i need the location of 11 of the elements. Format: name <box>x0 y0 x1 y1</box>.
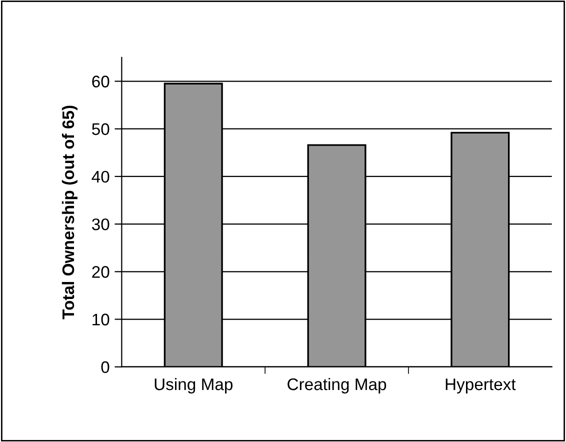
y-axis-title: Total Ownership (out of 65) <box>62 106 78 320</box>
y-tick-label: 50 <box>92 123 110 136</box>
y-tick-label: 40 <box>92 170 110 183</box>
y-tick-label: 20 <box>92 266 110 278</box>
y-tick-label: 10 <box>92 314 110 326</box>
x-tick-label: Using Map <box>154 378 233 394</box>
y-tick-label: 30 <box>92 218 110 230</box>
y-tick-label: 0 <box>101 361 110 374</box>
x-tick-label: Hypertext <box>446 378 516 394</box>
y-tick-label: 60 <box>92 76 110 88</box>
x-tick-label: Creating Map <box>288 378 386 394</box>
